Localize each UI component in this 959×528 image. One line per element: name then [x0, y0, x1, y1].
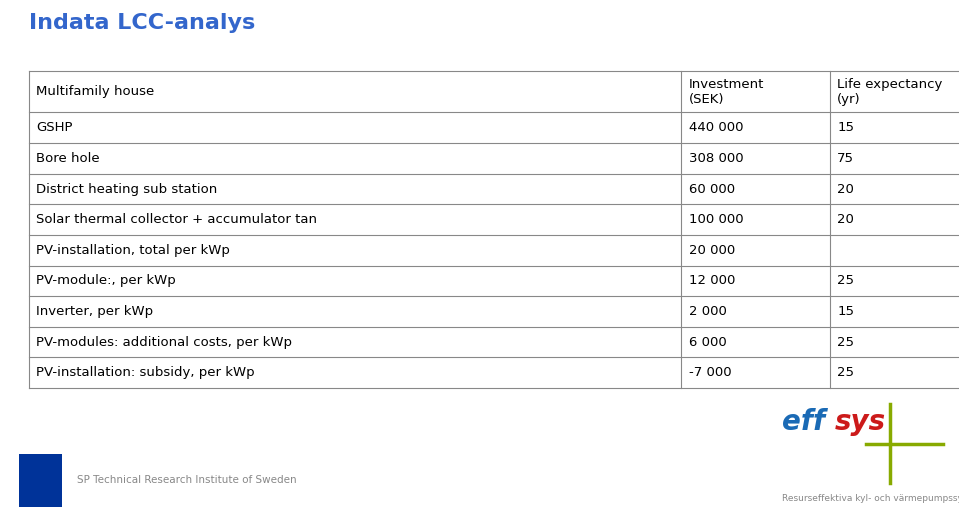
Text: Multifamily house: Multifamily house [36, 86, 154, 98]
Text: District heating sub station: District heating sub station [36, 183, 218, 195]
Text: 440 000: 440 000 [689, 121, 743, 134]
Text: 2 000: 2 000 [689, 305, 726, 318]
Bar [29, 296, 959, 327]
Text: Resurseffektiva kyl- och värmepumpssystem: Resurseffektiva kyl- och värmepumpssyste… [782, 494, 959, 504]
Text: Bore hole: Bore hole [36, 152, 100, 165]
Bar [29, 112, 959, 143]
Bar [19, 454, 62, 507]
Text: 12 000: 12 000 [689, 275, 735, 287]
Text: eff: eff [782, 408, 825, 437]
Text: 25: 25 [837, 336, 854, 348]
Bar [29, 235, 959, 266]
Bar [29, 357, 959, 388]
Text: 75: 75 [837, 152, 854, 165]
Text: 25: 25 [837, 275, 854, 287]
Text: -7 000: -7 000 [689, 366, 731, 379]
Text: 15: 15 [837, 121, 854, 134]
Bar [29, 174, 959, 204]
Text: 20 000: 20 000 [689, 244, 735, 257]
Bar [29, 266, 959, 296]
Text: Indata LCC-analys: Indata LCC-analys [29, 13, 255, 33]
Text: GSHP: GSHP [36, 121, 73, 134]
Text: Investment
(SEK): Investment (SEK) [689, 78, 764, 106]
Bar [29, 71, 959, 112]
Text: 308 000: 308 000 [689, 152, 743, 165]
Text: sys: sys [834, 408, 885, 437]
Text: PV-installation: subsidy, per kWp: PV-installation: subsidy, per kWp [36, 366, 255, 379]
Bar [29, 204, 959, 235]
Text: 20: 20 [837, 213, 854, 226]
Text: PV-installation, total per kWp: PV-installation, total per kWp [36, 244, 230, 257]
Text: Life expectancy
(yr): Life expectancy (yr) [837, 78, 943, 106]
Text: 15: 15 [837, 305, 854, 318]
Text: Solar thermal collector + accumulator tan: Solar thermal collector + accumulator ta… [36, 213, 317, 226]
Text: PV-module:, per kWp: PV-module:, per kWp [36, 275, 176, 287]
Text: 25: 25 [837, 366, 854, 379]
Text: PV-modules: additional costs, per kWp: PV-modules: additional costs, per kWp [36, 336, 292, 348]
Text: Inverter, per kWp: Inverter, per kWp [36, 305, 153, 318]
Text: 6 000: 6 000 [689, 336, 726, 348]
Text: 60 000: 60 000 [689, 183, 735, 195]
Text: 20: 20 [837, 183, 854, 195]
Bar [29, 143, 959, 174]
Text: SP: SP [31, 468, 51, 482]
Text: 100 000: 100 000 [689, 213, 743, 226]
Text: SP Technical Research Institute of Sweden: SP Technical Research Institute of Swede… [77, 476, 296, 485]
Bar [29, 327, 959, 357]
